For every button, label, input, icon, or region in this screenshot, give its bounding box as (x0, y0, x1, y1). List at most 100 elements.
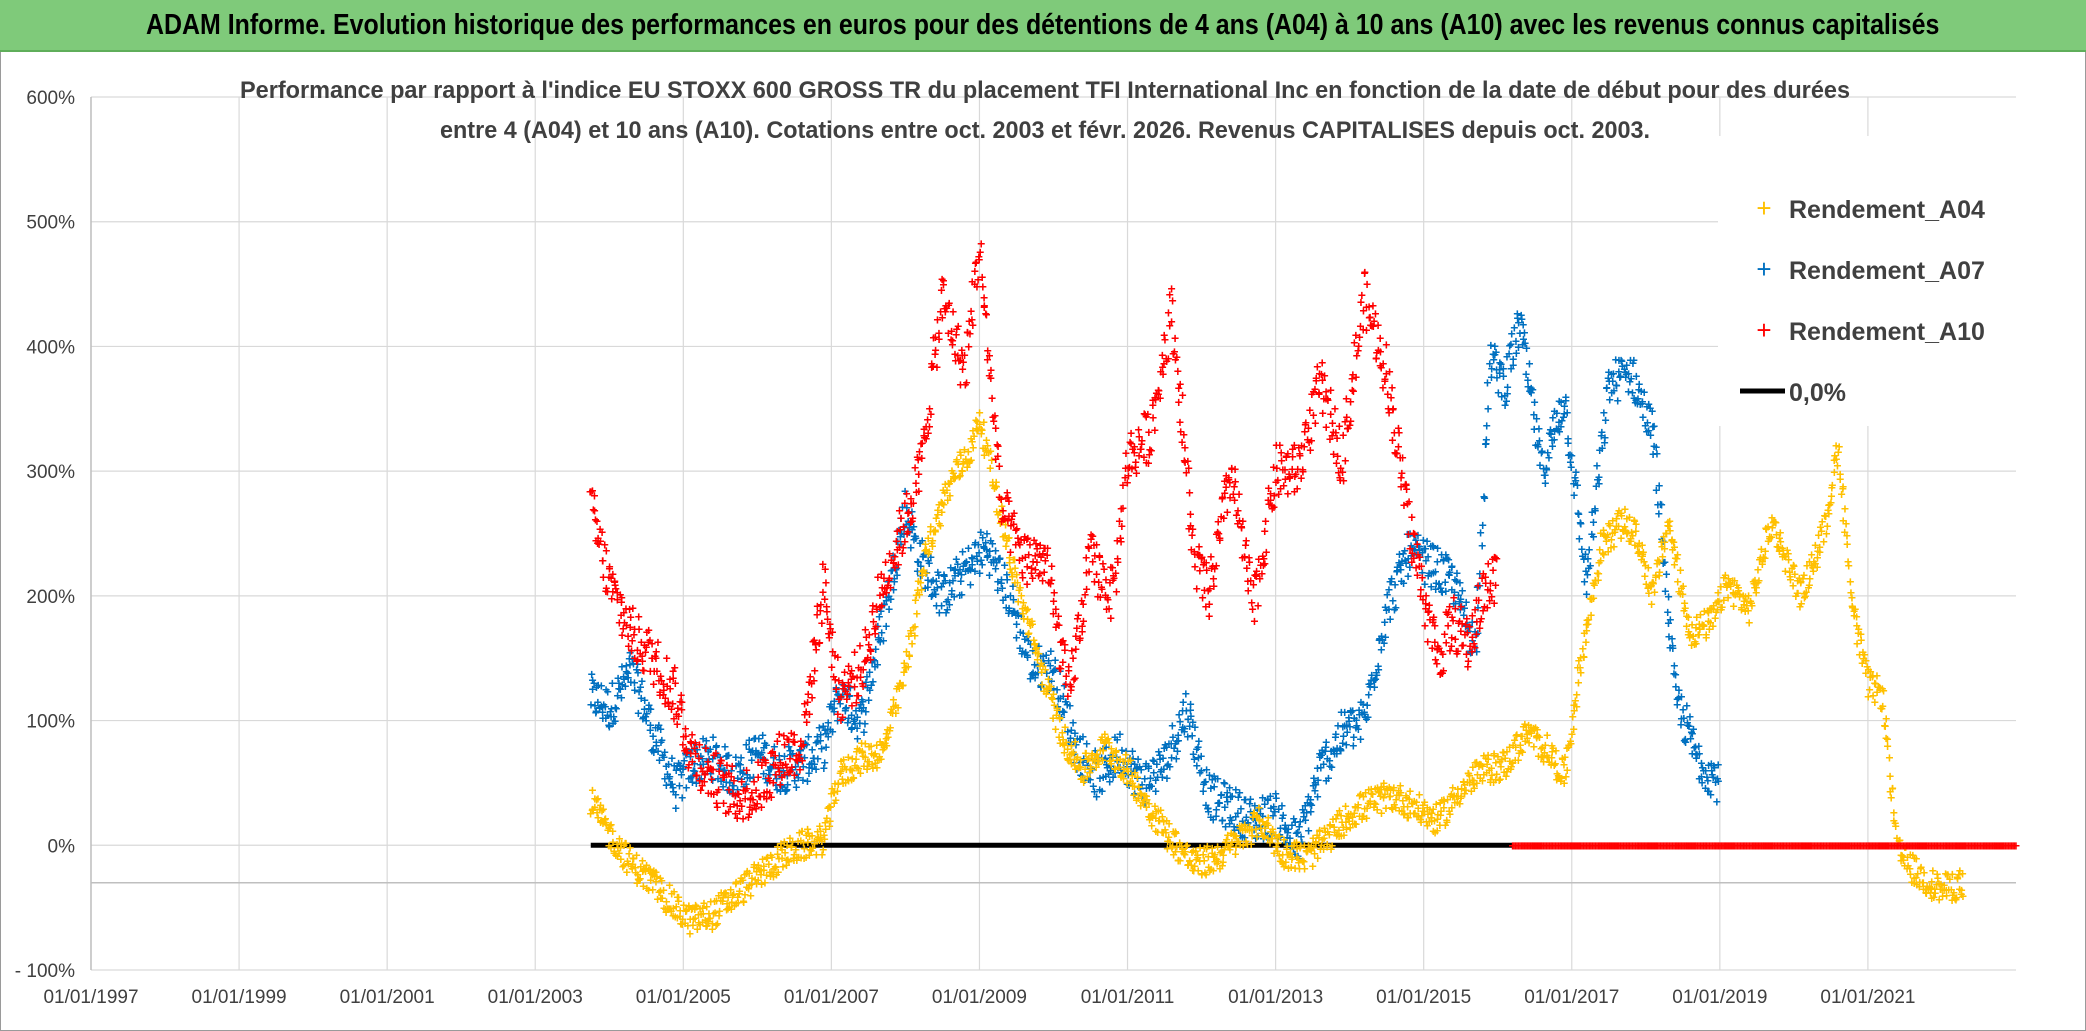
scatter-point-a07: + (715, 756, 723, 772)
scatter-point-a07: + (695, 771, 703, 787)
scatter-point-a10: + (1171, 330, 1179, 346)
scatter-point-a04: + (1071, 733, 1079, 749)
scatter-point-a07: + (685, 771, 693, 787)
scatter-point-a10: + (1216, 532, 1224, 548)
scatter-point-a07: + (697, 748, 705, 764)
scatter-point-a07: + (642, 713, 650, 729)
x-tick-label: 01/01/2019 (1672, 987, 1767, 1008)
scatter-point-a07: + (701, 739, 709, 755)
scatter-point-a07: + (719, 762, 727, 778)
x-tick-label: 01/01/2009 (932, 987, 1027, 1008)
scatter-point-a07: + (1713, 794, 1721, 810)
scatter-point-a07: + (611, 713, 619, 729)
scatter-point-a07: + (611, 699, 619, 715)
legend-label-a04: Rendement_A04 (1789, 196, 1985, 224)
x-tick-label: 01/01/2007 (784, 987, 879, 1008)
scatter-point-a10: + (1210, 578, 1218, 594)
scatter-point-a04: + (1300, 860, 1308, 876)
x-tick-label: 01/01/2011 (1081, 987, 1175, 1008)
scatter-point-a07: + (625, 650, 633, 666)
scatter-point-a07: + (682, 747, 690, 763)
scatter-point-a07: + (588, 666, 596, 682)
scatter-point-a10: + (935, 325, 943, 341)
scatter-point-a07: + (1381, 629, 1389, 645)
scatter-point-a10: + (1352, 369, 1360, 385)
scatter-point-a07: + (618, 677, 626, 693)
scatter-point-a07: + (607, 708, 615, 724)
scatter-point-a07: + (639, 710, 647, 726)
y-tick-label: 200% (26, 587, 75, 608)
scatter-point-a07: + (615, 680, 623, 696)
scatter-point-a07: + (705, 751, 713, 767)
scatter-point-a07: + (1525, 355, 1533, 371)
x-tick-label: 01/01/2015 (1376, 987, 1471, 1008)
x-tick-label: 01/01/2017 (1524, 987, 1619, 1008)
scatter-point-a07: + (588, 681, 596, 697)
scatter-point-a07: + (1562, 389, 1570, 405)
scatter-point-a07: + (682, 745, 690, 761)
scatter-point-a07: + (716, 749, 724, 765)
scatter-point-a07: + (657, 721, 665, 737)
scatter-point-a07: + (958, 586, 966, 602)
scatter-point-a07: + (620, 668, 628, 684)
scatter-point-a07: + (632, 661, 640, 677)
scatter-point-a10: + (1156, 390, 1164, 406)
scatter-point-a07: + (655, 752, 663, 768)
scatter-point-a10: + (1250, 613, 1258, 629)
scatter-point-a07: + (672, 800, 680, 816)
scatter-point-a07: + (688, 741, 696, 757)
scatter-point-a07: + (596, 700, 604, 716)
scatter-point-a07: + (1483, 418, 1491, 434)
scatter-point-a10: + (1189, 521, 1197, 537)
y-tick-label: - 100% (15, 961, 75, 982)
scatter-point-a10: + (886, 580, 894, 596)
scatter-point-a04: + (917, 581, 925, 597)
scatter-point-a10: + (992, 420, 1000, 436)
scatter-point-a07: + (882, 618, 890, 634)
scatter-point-a04: + (946, 487, 954, 503)
scatter-point-a07: + (618, 658, 626, 674)
x-tick-label: 01/01/2001 (340, 987, 435, 1008)
scatter-point-a07: + (629, 656, 637, 672)
scatter-point-a04: + (886, 720, 894, 736)
scatter-point-a10: + (1490, 595, 1498, 611)
scatter-point-a04: + (922, 565, 930, 581)
scatter-point-a07: + (1116, 726, 1124, 742)
scatter-point-a07: + (1666, 611, 1674, 627)
scatter-point-a04: + (1835, 438, 1843, 454)
scatter-point-a07: + (669, 780, 677, 796)
scatter-point-a07: + (869, 674, 877, 690)
scatter-point-a07: + (692, 737, 700, 753)
scatter-point-a04: + (826, 813, 834, 829)
scatter-point-a10: + (1405, 493, 1413, 509)
scatter-point-a07: + (727, 762, 735, 778)
scatter-point-a10: + (1161, 332, 1169, 348)
scatter-point-a10: + (939, 272, 947, 288)
scatter-point-a10: + (1239, 513, 1247, 529)
scatter-point-a07: + (693, 742, 701, 758)
performance-chart: - 100%0%100%200%300%400%500%600%01/01/19… (15, 77, 2020, 1008)
scatter-point-a07: + (640, 701, 648, 717)
scatter-point-a10: + (1112, 583, 1120, 599)
scatter-point-a07: + (1653, 446, 1661, 462)
scatter-point-a07: + (714, 747, 722, 763)
scatter-point-a07: + (652, 734, 660, 750)
scatter-point-a07: + (614, 670, 622, 686)
scatter-point-a07: + (662, 777, 670, 793)
scatter-point-a07: + (717, 773, 725, 789)
scatter-point-a07: + (879, 633, 887, 649)
scatter-point-a07: + (641, 692, 649, 708)
scatter-point-a10: + (1118, 518, 1126, 534)
scatter-point-a07: + (627, 674, 635, 690)
scatter-point-a10: + (1185, 485, 1193, 501)
scatter-point-a07: + (1614, 393, 1622, 409)
scatter-point-a07: + (1563, 405, 1571, 421)
scatter-point-a10: + (1398, 450, 1406, 466)
scatter-point-a07: + (649, 728, 657, 744)
scatter-point-a10: + (798, 752, 806, 768)
legend-label-a10: Rendement_A10 (1789, 318, 1985, 346)
scatter-point-a07: + (1573, 477, 1581, 493)
scatter-point-a07: + (622, 664, 630, 680)
scatter-point-a10: + (982, 307, 990, 323)
scatter-point-a07: + (706, 761, 714, 777)
